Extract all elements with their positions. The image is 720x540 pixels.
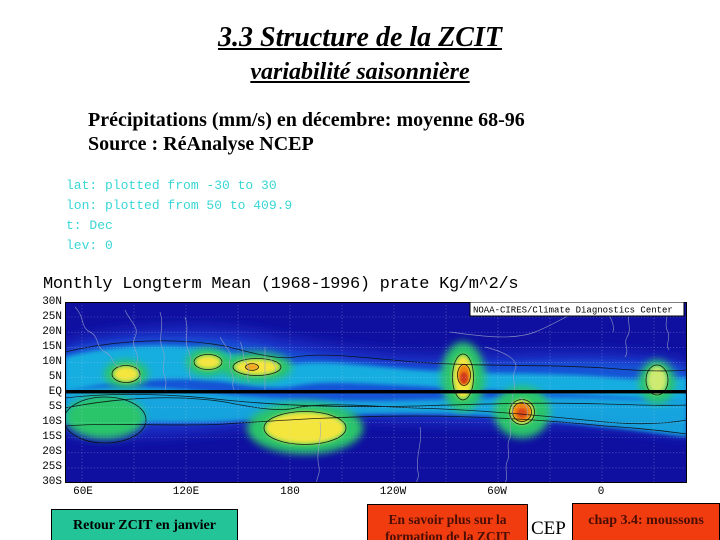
svg-text:NOAA-CIRES/Climate Diagnostics: NOAA-CIRES/Climate Diagnostics Center <box>473 306 673 316</box>
